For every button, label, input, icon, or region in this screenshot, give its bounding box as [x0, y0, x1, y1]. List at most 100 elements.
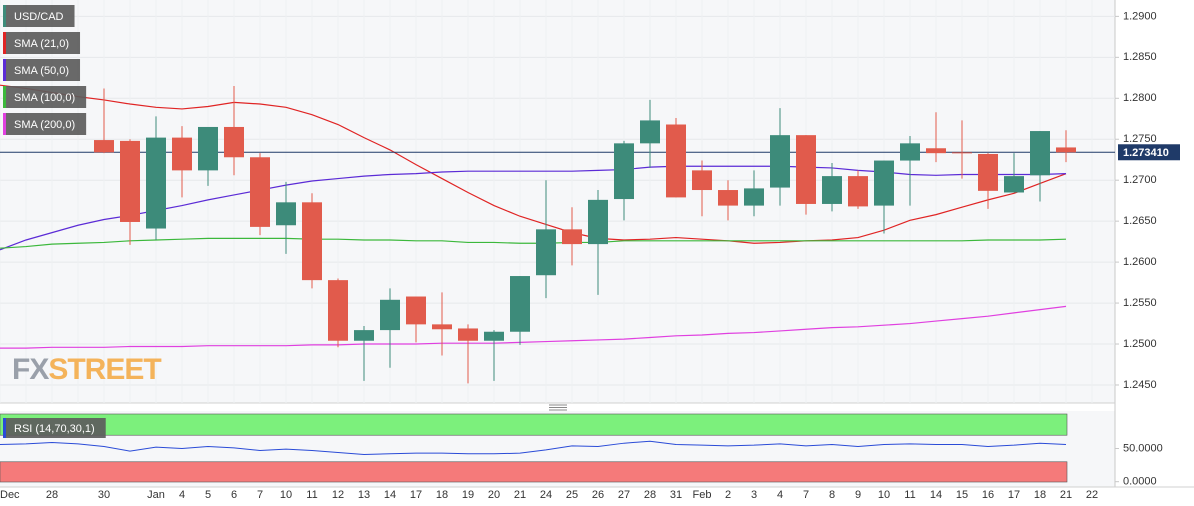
- y-tick-label: 1.2900: [1123, 10, 1157, 22]
- y-tick-label: 1.2650: [1123, 215, 1157, 227]
- x-tick-label: 6: [231, 489, 237, 501]
- x-tick-label: 25: [566, 489, 578, 501]
- last-price-label: 1.273410: [1123, 147, 1169, 159]
- candle-body: [952, 152, 972, 154]
- panel-handle: [549, 404, 567, 411]
- x-tick-label: 7: [803, 489, 809, 501]
- x-tick-label: 21: [1060, 489, 1072, 501]
- legend-label: SMA (100,0): [14, 92, 75, 104]
- x-tick-label: 19: [462, 489, 474, 501]
- candle-body: [614, 143, 634, 200]
- candle-body: [224, 126, 244, 158]
- candle-body: [848, 176, 868, 207]
- legend-box: [3, 32, 81, 54]
- candle-body: [250, 157, 270, 227]
- x-tick-label: 11: [904, 489, 915, 501]
- x-tick-label: 10: [280, 489, 292, 501]
- x-tick-label: 18: [436, 489, 448, 501]
- x-tick-label: 30: [98, 489, 110, 501]
- y-tick-label: 1.2550: [1123, 297, 1157, 309]
- candles: [94, 86, 1076, 384]
- y-tick-label: 1.2700: [1123, 174, 1157, 186]
- candle-body: [926, 148, 946, 154]
- candle-body: [822, 176, 842, 204]
- legend-label: RSI (14,70,30,1): [14, 423, 95, 435]
- x-tick-label: 17: [410, 489, 422, 501]
- legend-swatch: [3, 59, 6, 81]
- last-price-box: [1118, 144, 1180, 161]
- candle-body: [354, 330, 374, 341]
- x-tick-label: 4: [777, 489, 783, 501]
- overbought-band: [0, 413, 1068, 436]
- candle-body: [328, 280, 348, 341]
- legend-box: [3, 5, 75, 27]
- legend-label: SMA (21,0): [14, 38, 69, 50]
- y-tick-label: 1.2800: [1123, 92, 1157, 104]
- candle-body: [484, 331, 504, 341]
- candle-body: [562, 229, 582, 245]
- x-tick-label: 21: [514, 489, 526, 501]
- x-tick-label: 17: [1008, 489, 1020, 501]
- legend-item: SMA (100,0): [3, 86, 87, 108]
- x-tick-label: Dec: [0, 489, 20, 501]
- x-tick-label: 26: [592, 489, 604, 501]
- candle-body: [874, 160, 894, 206]
- legend-swatch: [3, 32, 6, 54]
- y-tick-label: 1.2450: [1123, 379, 1157, 391]
- x-tick-label: 18: [1034, 489, 1046, 501]
- x-tick-label: 8: [829, 489, 835, 501]
- watermark-street: STREET: [48, 353, 161, 386]
- candle-body: [432, 324, 452, 330]
- legend-swatch: [3, 86, 6, 108]
- x-tick-label: 10: [878, 489, 890, 501]
- x-tick-label: 14: [384, 489, 396, 501]
- legend-item: SMA (21,0): [3, 32, 81, 54]
- x-tick-label: 27: [618, 489, 630, 501]
- y-tick-label: 1.2750: [1123, 133, 1157, 145]
- rsi-line: [0, 440, 1067, 455]
- candle-body: [744, 188, 764, 206]
- candle-body: [718, 190, 738, 206]
- candle-body: [770, 135, 790, 188]
- sma-line: [0, 237, 1067, 249]
- watermark: FXSTREET: [12, 353, 161, 386]
- x-tick-label: 28: [644, 489, 656, 501]
- candle-body: [1004, 176, 1024, 193]
- candle-body: [302, 202, 322, 281]
- candle-body: [510, 276, 530, 332]
- x-tick-label: 9: [855, 489, 861, 501]
- candle-body: [588, 199, 608, 245]
- x-tick-label: 11: [306, 489, 317, 501]
- legend-box: [3, 86, 87, 108]
- candle-body: [146, 137, 166, 229]
- y-tick-label: 1.2600: [1123, 256, 1157, 268]
- x-tick-label: 14: [930, 489, 942, 501]
- candle-body: [900, 143, 920, 161]
- y-tick-label: 1.2500: [1123, 338, 1157, 350]
- axes: 1.2450 1.2500 1.2550 1.2600 1.2650 1.2700 1.27…: [0, 10, 1180, 501]
- x-tick-label: 2: [725, 489, 731, 501]
- candle-body: [172, 137, 192, 171]
- y-tick-label: 1.2850: [1123, 51, 1157, 63]
- legend-item: SMA (50,0): [3, 59, 81, 81]
- legend-swatch: [3, 5, 6, 27]
- legend-label: SMA (200,0): [14, 119, 75, 131]
- price-panel: [0, 0, 1115, 403]
- legend-item-symbol: USD/CAD: [3, 5, 75, 27]
- x-tick-label: 20: [488, 489, 500, 501]
- oversold-band: [0, 461, 1068, 483]
- candle-body: [120, 140, 140, 222]
- legend-box: [3, 113, 87, 135]
- candle-body: [1030, 131, 1050, 176]
- x-tick-label: 16: [982, 489, 994, 501]
- watermark-fx: FX: [12, 353, 49, 386]
- legend-swatch: [3, 113, 6, 135]
- x-tick-label: 28: [46, 489, 58, 501]
- legend-box: [3, 59, 81, 81]
- legend: USD/CAD SMA (21,0) SMA (50,0) SMA (100,0) SM…: [3, 5, 106, 438]
- legend-label: SMA (50,0): [14, 65, 69, 77]
- x-tick-label: 13: [358, 489, 370, 501]
- sma-line: [0, 84, 1067, 244]
- legend-label: USD/CAD: [14, 11, 64, 23]
